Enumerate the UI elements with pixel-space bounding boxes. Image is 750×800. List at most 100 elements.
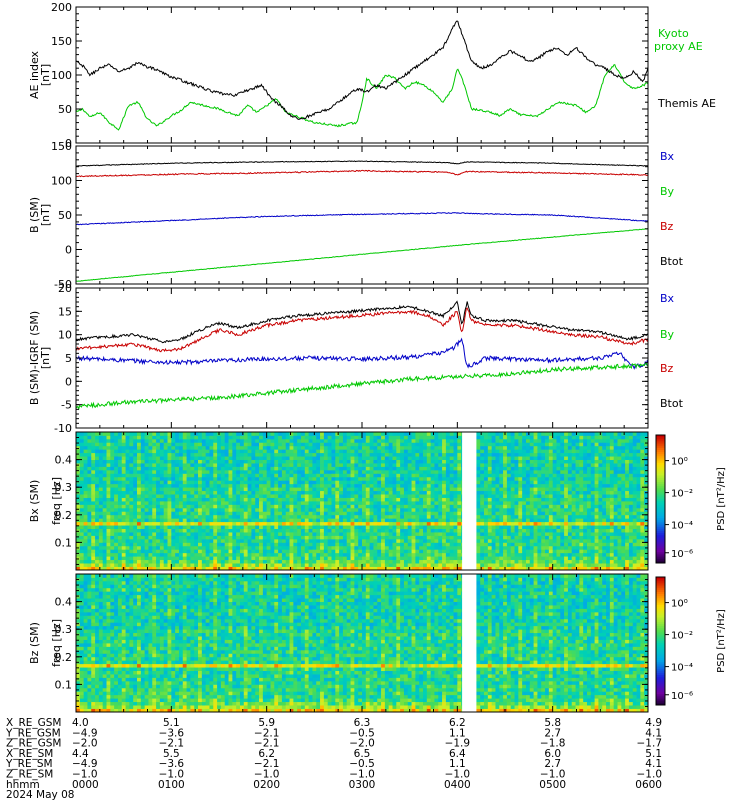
spectrogram-cell [262, 532, 268, 536]
spectrogram-cell [396, 432, 401, 436]
spectrogram-cell [83, 511, 88, 516]
spectrogram-cell [491, 456, 496, 460]
spectrogram-cell [98, 466, 104, 471]
spectrogram-cell [312, 497, 317, 502]
spectrogram-cell [114, 556, 119, 561]
spectrogram-cell [274, 435, 279, 440]
spectrogram-cell [403, 556, 409, 561]
spectrogram-cell [121, 480, 126, 485]
spectrogram-cell [400, 494, 405, 498]
spectrogram-cell [236, 542, 241, 547]
spectrogram-cell [365, 538, 371, 543]
spectrogram-cell [95, 511, 100, 516]
spectrogram-cell [320, 445, 325, 450]
spectrogram-cell [236, 442, 241, 447]
spectrogram-cell [327, 469, 332, 474]
spectrogram-cell [495, 456, 500, 460]
spectrogram-cell [506, 525, 512, 529]
spectrogram-cell [373, 487, 378, 492]
spectrogram-cell [243, 480, 248, 485]
spectrogram-cell [91, 459, 96, 464]
spectrogram-cell [163, 518, 168, 523]
spectrogram-cell [331, 542, 336, 547]
spectrogram-cell [362, 542, 367, 547]
spectrogram-cell [548, 563, 554, 567]
spectrogram-cell [445, 525, 451, 529]
spectrogram-cell [327, 452, 332, 457]
spectrogram-cell [144, 566, 149, 571]
spectrogram-cell [533, 463, 538, 467]
spectrogram-cell [423, 487, 428, 492]
spectrogram-cell [117, 442, 123, 447]
spectrogram-cell [274, 549, 279, 554]
spectrogram-cell [529, 449, 534, 454]
spectrogram-cell [87, 549, 92, 554]
spectrogram-cell [308, 563, 313, 567]
spectrogram-cell [503, 549, 508, 554]
spectrogram-cell [262, 535, 268, 540]
spectrogram-cell [442, 535, 447, 540]
spectrogram-cell [354, 473, 359, 478]
spectrogram-cell [365, 483, 371, 488]
spectrogram-cell [514, 452, 519, 457]
spectrogram-cell [358, 476, 363, 481]
spectrogram-cell [106, 538, 111, 543]
spectrogram-cell [259, 521, 264, 526]
spectrogram-cell [495, 497, 500, 502]
spectrogram-cell [518, 521, 523, 526]
spectrogram-cell [480, 511, 485, 516]
spectrogram-cell [232, 532, 237, 536]
spectrogram-cell [506, 559, 512, 564]
spectrogram-cell [499, 549, 504, 554]
spectrogram-cell [232, 459, 237, 464]
spectrogram-cell [484, 466, 489, 471]
spectrogram-cell [259, 518, 264, 523]
spectrogram-cell [247, 463, 252, 467]
spectrogram-cell [232, 494, 237, 498]
spectrogram-cell [541, 521, 546, 526]
spectrogram-cell [140, 490, 146, 495]
spectrogram-cell [251, 432, 256, 436]
spectrogram-cell [171, 483, 176, 488]
spectrogram-cell [499, 442, 504, 447]
spectrogram-cell [320, 466, 325, 471]
spectrogram-cell [194, 483, 199, 488]
spectrogram-cell [381, 456, 386, 460]
spectrogram-cell [434, 507, 439, 512]
spectrogram-cell [297, 442, 302, 447]
spectrogram-cell [194, 438, 199, 443]
spectrogram-cell [95, 494, 100, 498]
spectrogram-cell [411, 538, 416, 543]
spectrogram-cell [175, 438, 180, 443]
spectrogram-cell [377, 532, 382, 536]
spectrogram-cell [484, 501, 489, 505]
spectrogram-cell [175, 476, 180, 481]
spectrogram-cell [362, 545, 367, 550]
spectrogram-cell [266, 456, 271, 460]
spectrogram-cell [224, 487, 229, 492]
spectrogram-cell [415, 528, 420, 533]
spectrogram-cell [255, 469, 260, 474]
spectrogram-cell [228, 507, 233, 512]
spectrogram-cell [293, 535, 298, 540]
spectrogram-cell [400, 549, 405, 554]
spectrogram-cell [144, 456, 149, 460]
spectrogram-cell [346, 432, 351, 436]
spectrogram-cell [396, 452, 401, 457]
spectrogram-cell [506, 463, 512, 467]
spectrogram-cell [251, 435, 256, 440]
spectrogram-cell [159, 452, 165, 457]
spectrogram-cell [148, 459, 153, 464]
spectrogram-cell [83, 559, 88, 564]
spectrogram-cell [121, 532, 126, 536]
spectrogram-cell [518, 563, 523, 567]
spectrogram-cell [110, 507, 115, 512]
spectrogram-cell [102, 494, 107, 498]
spectrogram-cell [365, 501, 371, 505]
spectrogram-cell [117, 476, 123, 481]
spectrogram-cell [362, 552, 367, 557]
spectrogram-cell [209, 487, 214, 492]
spectrogram-cell [293, 552, 298, 557]
spectrogram-cell [159, 559, 165, 564]
spectrogram-cell [247, 514, 252, 519]
